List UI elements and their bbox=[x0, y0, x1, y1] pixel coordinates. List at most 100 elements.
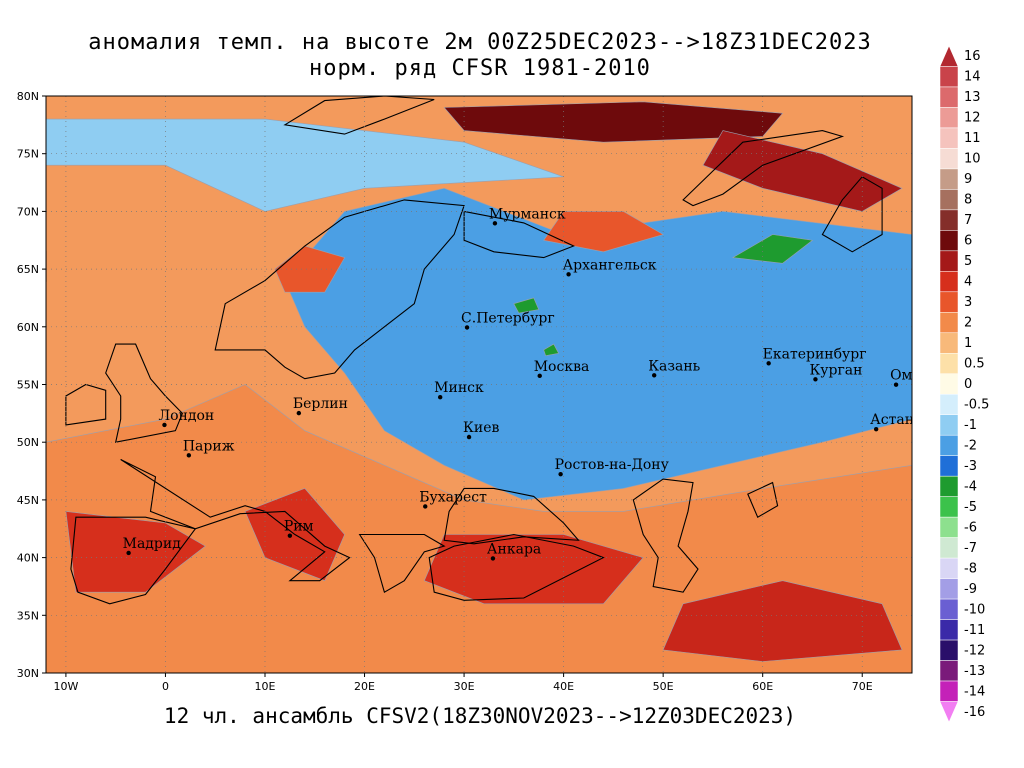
lat-tick-label: 30N bbox=[17, 667, 39, 680]
colorbar-swatch bbox=[939, 373, 959, 395]
colorbar-label: -5 bbox=[964, 500, 977, 515]
city-label: Мурманск bbox=[489, 206, 566, 222]
anomaly-region bbox=[662, 580, 903, 662]
anomaly-region bbox=[543, 343, 560, 357]
city-dot bbox=[537, 373, 542, 379]
colorbar-label: -4 bbox=[964, 479, 977, 494]
city-label: Астана bbox=[870, 412, 922, 428]
lat-tick-label: 80N bbox=[17, 90, 39, 103]
axes: 80N 75N 70N 65N 60N 55N 50N 45N 40N 35N 30N 10W 0 10E… bbox=[17, 90, 873, 693]
lat-tick-label: 35N bbox=[17, 609, 39, 622]
city-label: Архангельск bbox=[563, 257, 657, 273]
colorbar-swatch bbox=[939, 168, 959, 190]
colorbar-label: 2 bbox=[964, 316, 972, 331]
city-dot bbox=[813, 377, 818, 382]
colorbar-label: -11 bbox=[964, 623, 985, 638]
city-dot bbox=[651, 373, 657, 378]
colorbar-label: -3 bbox=[964, 459, 977, 474]
city-dot bbox=[492, 221, 498, 226]
colorbar-swatch bbox=[939, 680, 959, 702]
city-dot bbox=[437, 394, 443, 400]
colorbar-label: -16 bbox=[964, 705, 985, 720]
colorbar-label: 5 bbox=[964, 254, 972, 269]
colorbar-label: 12 bbox=[964, 111, 981, 126]
colorbar-swatch bbox=[939, 291, 959, 313]
colorbar-label: 16 bbox=[964, 49, 981, 64]
city-label: Киев bbox=[463, 420, 499, 436]
anomaly-region bbox=[513, 297, 540, 314]
city-dot bbox=[126, 550, 131, 556]
colorbar-swatch bbox=[939, 639, 959, 661]
coastline-anatolia bbox=[428, 533, 605, 601]
colorbar-label: -13 bbox=[964, 664, 985, 679]
colorbar-swatch bbox=[939, 230, 959, 252]
city-label: Бухарест bbox=[419, 489, 487, 505]
city-label: Париж bbox=[183, 438, 235, 454]
colorbar-label: 10 bbox=[964, 152, 981, 167]
colorbar-swatch bbox=[939, 86, 959, 108]
city-dot bbox=[464, 325, 470, 330]
coastline-aral-sea bbox=[747, 481, 779, 518]
colorbar: 16 14 13 12 11 10 9 8 7 6 5 4 3 2 1 0.5 0 -0.5 -1 -2 -3 -4 -5 -… bbox=[939, 45, 989, 723]
colorbar-label: 8 bbox=[964, 193, 972, 208]
cities: Мурманск Архангельск С.Петербург Москва Каза… bbox=[123, 206, 922, 561]
city-label: Екатеринбург bbox=[763, 346, 867, 362]
city-dot bbox=[423, 504, 428, 509]
city-label: С.Петербург bbox=[461, 310, 555, 326]
lon-tick-label: 40E bbox=[553, 680, 574, 693]
colorbar-label: 0.5 bbox=[964, 357, 985, 372]
colorbar-label: -9 bbox=[964, 582, 977, 597]
colorbar-label: -8 bbox=[964, 561, 977, 576]
city-dot bbox=[566, 272, 571, 277]
colorbar-arrow-up bbox=[939, 45, 959, 67]
chart-title: аномалия темп. на высоте 2м 00Z25DEC2023… bbox=[88, 30, 872, 55]
city-label: Мадрид bbox=[123, 536, 182, 552]
colorbar-swatch bbox=[939, 516, 959, 538]
lon-tick-label: 30E bbox=[454, 680, 475, 693]
colorbar-label: 11 bbox=[964, 131, 981, 146]
city-label: Рим bbox=[284, 519, 314, 535]
colorbar-swatch bbox=[939, 107, 959, 129]
colorbar-label: -6 bbox=[964, 520, 977, 535]
anomaly-region bbox=[731, 234, 814, 264]
city-dot bbox=[766, 361, 771, 366]
colorbar-swatch bbox=[939, 537, 959, 559]
city-dot bbox=[466, 434, 472, 440]
colorbar-label: -14 bbox=[964, 684, 985, 699]
lat-tick-label: 65N bbox=[17, 263, 39, 276]
colorbar-swatch bbox=[939, 660, 959, 682]
colorbar-label: 6 bbox=[964, 234, 972, 249]
colorbar-label: -2 bbox=[964, 438, 977, 453]
coastline-great-britain bbox=[105, 343, 184, 443]
lon-tick-label: 50E bbox=[653, 680, 674, 693]
lat-tick-label: 55N bbox=[17, 379, 39, 392]
colorbar-label: -10 bbox=[964, 602, 985, 617]
city-label: Лондон bbox=[158, 408, 214, 424]
city-label: Казань bbox=[648, 358, 700, 374]
city-label: Курган bbox=[809, 362, 862, 378]
coastline-scandinavia bbox=[214, 199, 465, 380]
ensemble-footer: 12 чл. ансамбль CFSV2(18Z30NOV2023-->12Z… bbox=[163, 704, 797, 728]
colorbar-label: -12 bbox=[964, 643, 985, 658]
city-label: Берлин bbox=[293, 396, 348, 412]
city-label: Анкара bbox=[487, 541, 541, 557]
colorbar-swatch bbox=[939, 332, 959, 354]
coastline-balkans-greece bbox=[358, 533, 446, 594]
city-label: Москва bbox=[534, 359, 590, 375]
colorbar-swatch bbox=[939, 250, 959, 272]
colorbar-swatch bbox=[939, 393, 959, 415]
colorbar-swatch bbox=[939, 209, 959, 231]
lat-tick-label: 60N bbox=[17, 321, 39, 334]
lat-tick-label: 70N bbox=[17, 205, 39, 218]
colorbar-label: 13 bbox=[964, 90, 981, 105]
colorbar-label: 9 bbox=[964, 172, 972, 187]
colorbar-swatch bbox=[939, 557, 959, 579]
coastline-svalbard bbox=[283, 96, 435, 135]
colorbar-swatch bbox=[939, 127, 959, 149]
colorbar-label: 1 bbox=[964, 336, 972, 351]
lon-tick-label: 70E bbox=[852, 680, 873, 693]
colorbar-swatch bbox=[939, 496, 959, 518]
colorbar-swatch bbox=[939, 189, 959, 211]
city-label: Ростов-на-Дону bbox=[555, 457, 670, 473]
